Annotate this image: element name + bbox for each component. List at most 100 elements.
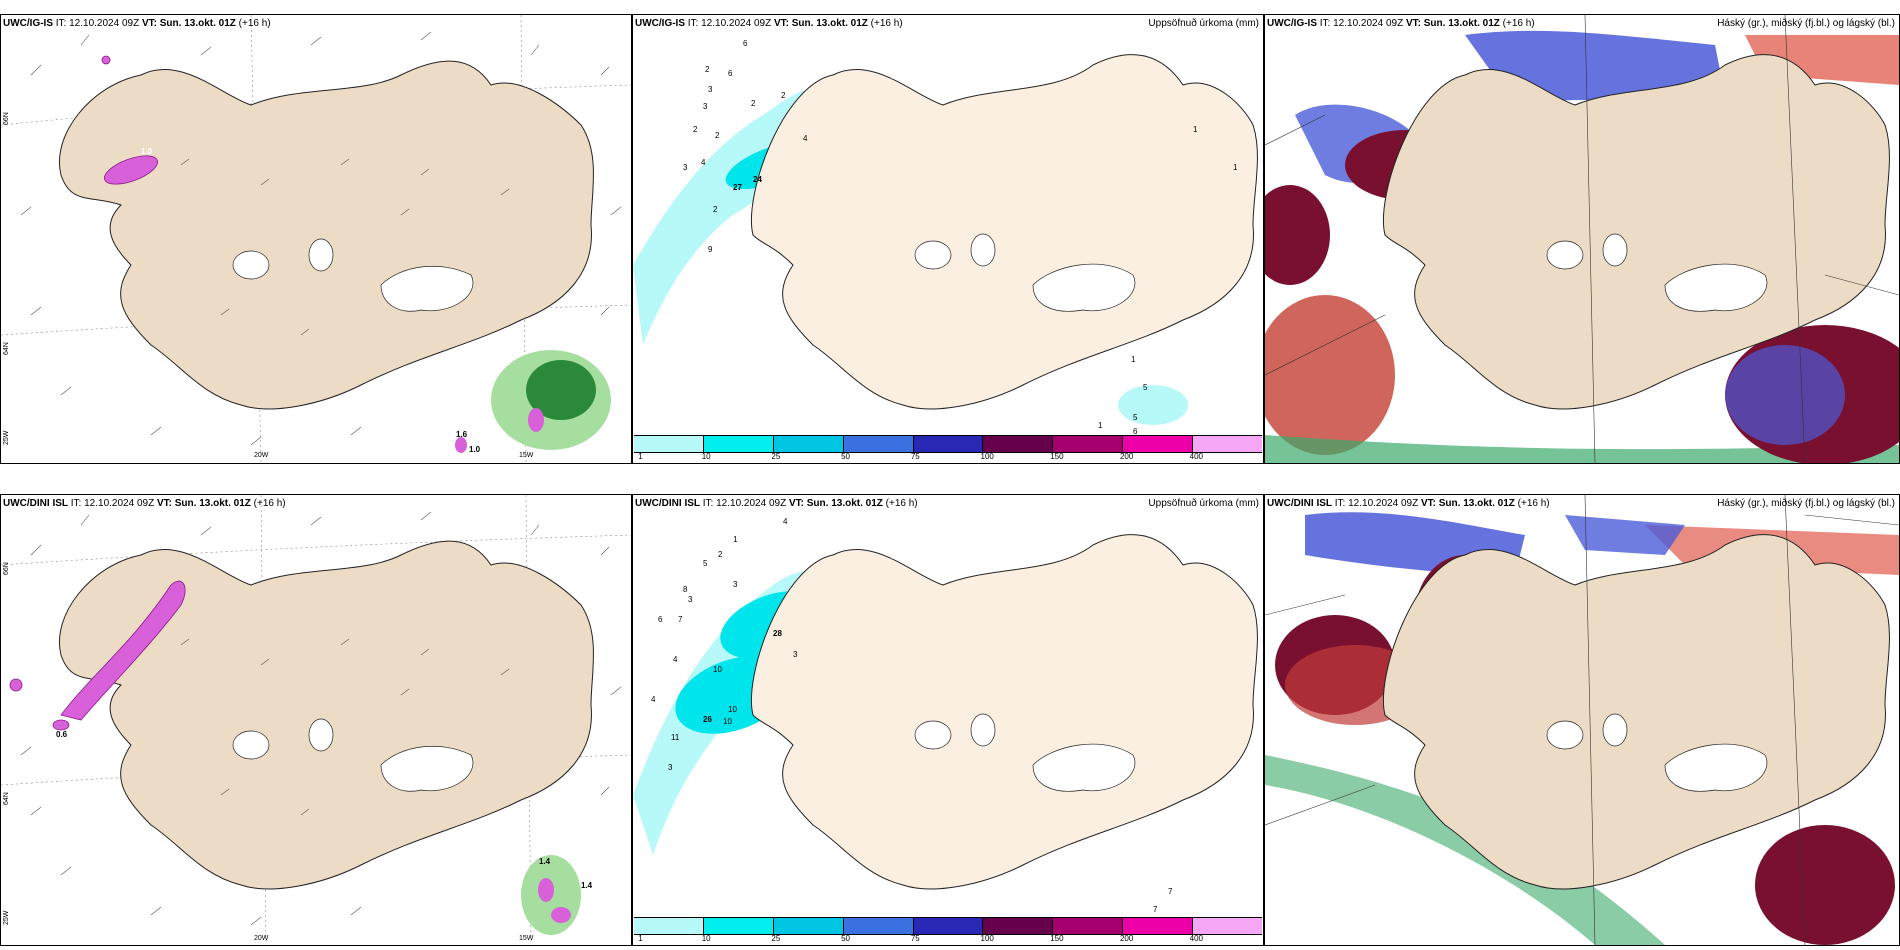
panel-title: UWC/DINI ISL IT: 12.10.2024 09Z VT: Sun.… [1267,498,1550,509]
precip-value: 5 [1143,383,1148,392]
precip-label: 1.0 [141,147,153,156]
precip-value: 3 [688,595,693,604]
precip-value: 3 [683,163,688,172]
colorbar-swatch [913,436,984,452]
precip-value: 1 [1193,125,1198,134]
iceland-land [751,54,1258,410]
colorbar-swatch [1053,918,1124,934]
precip-value: 7 [1168,887,1173,896]
precip-value: 3 [668,763,673,772]
panel-precip-igis: UWC/IG-IS IT: 12.10.2024 09Z VT: Sun. 13… [632,14,1264,464]
precip-label: 1.0 [469,445,481,454]
precip-value: 28 [773,629,782,638]
colorbar-tick: 200 [1119,452,1134,461]
precip-value: 5 [703,559,708,568]
colorbar-tick: 10 [701,452,711,461]
lon-label-25: 25W [3,430,10,445]
colorbar-swatch [773,918,844,934]
precip-value: 6 [1133,427,1138,436]
panel-title: UWC/DINI ISL IT: 12.10.2024 09Z VT: Sun.… [635,498,918,509]
precip-value: 9 [708,245,713,254]
colorbar-tick: 1 [638,452,643,461]
precip-title: Uppsöfnuð úrkoma (mm) [1148,498,1259,509]
colorbar-tick: 100 [980,452,994,461]
precip-label: 1.4 [581,881,593,890]
precip-value: 10 [713,665,722,674]
panel-wind-dini: UWC/DINI ISL IT: 12.10.2024 09Z VT: Sun.… [0,494,632,946]
precip-value: 4 [651,695,656,704]
colorbar-swatch [634,436,704,452]
precip-value: 4 [701,158,706,167]
panel-title: UWC/DINI ISL IT: 12.10.2024 09Z VT: Sun.… [3,498,286,509]
lat-label-66: 66N [3,562,10,575]
colorbar-swatch [773,436,844,452]
precip-value: 3 [733,580,738,589]
colorbar-swatch [843,436,914,452]
lat-label-64: 64N [3,792,10,805]
precip-value: 3 [703,102,708,111]
colorbar-tick: 1 [638,934,643,943]
precip-value: 6 [743,39,748,48]
precip-value: 2 [781,91,786,100]
colorbar: 1 10 25 50 75 100 150 200 400 [634,917,1263,945]
colorbar-swatch [703,918,774,934]
precip-label: 1.6 [456,430,468,439]
iceland-land [59,540,594,890]
precip-value: 2 [751,99,756,108]
precip-label: 0.6 [56,730,68,739]
map-wind-dini [1,495,631,945]
colorbar-swatch [983,436,1054,452]
map-precip-dini [633,534,1258,890]
panel-title: UWC/IG-IS IT: 12.10.2024 09Z VT: Sun. 13… [635,18,903,29]
colorbar-tick: 400 [1189,934,1204,943]
precip-value: 7 [1153,905,1158,914]
colorbar-tick: 150 [1050,452,1064,461]
colorbar-tick: 50 [841,452,851,461]
precip-value: 1 [1098,421,1103,430]
precip-value: 6 [728,69,733,78]
colorbar-tick: 25 [771,452,781,461]
precip-value: 8 [683,585,688,594]
map-precip-igis [633,54,1258,425]
precip-label: 0.5 [481,387,493,396]
precip-value: 4 [783,517,788,526]
lon-label-20: 20W [254,452,269,459]
colorbar-swatch [1123,918,1194,934]
precip-value: 10 [728,705,737,714]
precip-value: 3 [793,650,798,659]
colorbar-swatch [983,918,1054,934]
iceland-land [1383,54,1890,410]
colorbar: 1 10 25 50 75 100 150 200 400 [634,435,1263,463]
precip-value: 4 [803,134,808,143]
precip-value: 26 [703,715,712,724]
colorbar-tick: 100 [980,934,994,943]
panel-title: UWC/IG-IS IT: 12.10.2024 09Z VT: Sun. 13… [3,18,271,29]
map-cloud-igis [1265,15,1899,463]
panel-title: UWC/IG-IS IT: 12.10.2024 09Z VT: Sun. 13… [1267,18,1535,29]
colorbar-swatch [1053,436,1124,452]
lat-label-64: 64N [3,342,10,355]
lon-label-25: 25W [3,910,10,925]
precip-value: 5 [1133,413,1138,422]
panel-cloud-dini: UWC/DINI ISL IT: 12.10.2024 09Z VT: Sun.… [1264,494,1900,946]
colorbar-tick: 75 [910,452,920,461]
precip-value: 10 [723,717,732,726]
precip-value: 3 [708,85,713,94]
cloud-title: Háský (gr.), miðský (fj.bl.) og lágský (… [1717,18,1895,29]
colorbar-tick: 200 [1119,934,1134,943]
colorbar-tick: 150 [1050,934,1064,943]
iceland-land [751,534,1258,890]
panel-cloud-igis: UWC/IG-IS IT: 12.10.2024 09Z VT: Sun. 13… [1264,14,1900,464]
lon-label-20: 20W [254,935,269,942]
precip-value: 27 [733,183,742,192]
colorbar-swatch [1123,436,1194,452]
colorbar-tick: 400 [1189,452,1204,461]
precip-title: Uppsöfnuð úrkoma (mm) [1148,18,1259,29]
precip-label: 0.2 [499,358,511,367]
lon-label-15: 15W [519,935,534,942]
colorbar-tick: 25 [771,934,781,943]
precip-value: 1 [1233,163,1238,172]
panel-wind-igis: UWC/IG-IS IT: 12.10.2024 09Z VT: Sun. 13… [0,14,632,464]
precip-value: 11 [671,733,680,742]
precip-value: 2 [715,131,720,140]
